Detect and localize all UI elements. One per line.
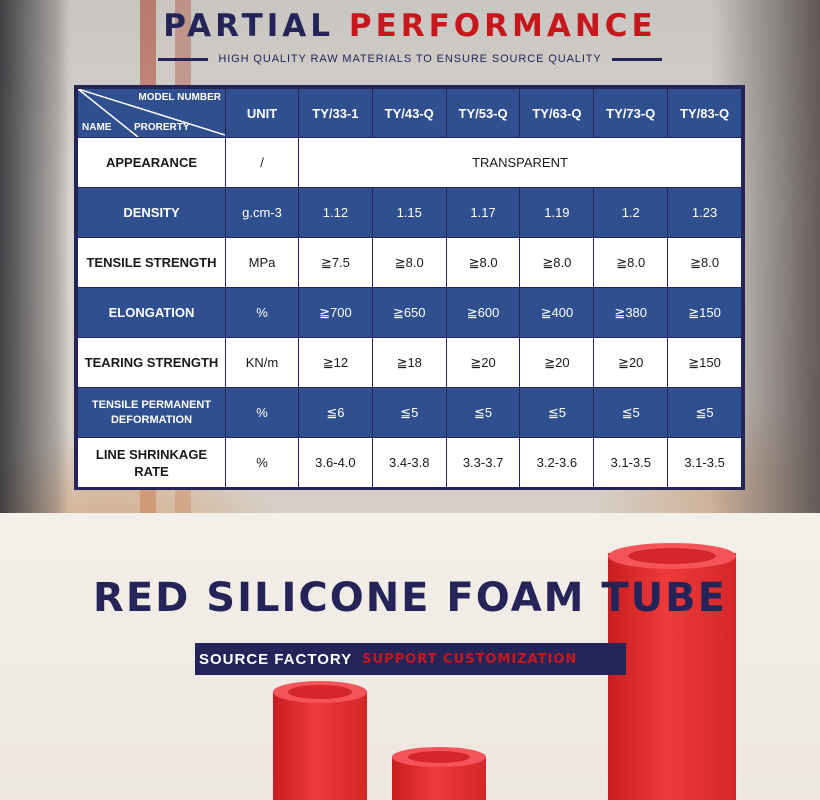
row-unit: g.cm-3 — [226, 188, 298, 237]
row-name: LINE SHRINKAGE RATE — [78, 438, 225, 487]
table-cell: 3.1-3.5 — [594, 438, 668, 487]
row-name: APPEARANCE — [78, 138, 225, 187]
table-cell: ≦5 — [668, 388, 741, 437]
table-row-appearance: APPEARANCE / TRANSPARENT — [78, 138, 741, 187]
row-name-line-2: DEFORMATION — [110, 413, 193, 426]
table-cell: 3.6-4.0 — [299, 438, 372, 487]
subtitle-text: HIGH QUALITY RAW MATERIALS TO ENSURE SOU… — [218, 53, 602, 65]
performance-section: PARTIAL PERFORMANCE HIGH QUALITY RAW MAT… — [0, 0, 820, 513]
corner-name: NAME — [82, 122, 112, 133]
table-cell: ≦6 — [299, 388, 372, 437]
row-name: DENSITY — [78, 188, 225, 237]
table-cell: 1.17 — [446, 188, 520, 237]
model-header: TY/73-Q — [594, 89, 668, 137]
table-cell: 3.1-3.5 — [668, 438, 741, 487]
section-subtitle: HIGH QUALITY RAW MATERIALS TO ENSURE SOU… — [0, 52, 820, 66]
table-cell: ≧8.0 — [446, 238, 520, 287]
table-cell: ≧7.5 — [299, 238, 372, 287]
table-cell: ≧20 — [446, 338, 520, 387]
table-row-tensile-strength: TENSILE STRENGTH MPa ≧7.5 ≧8.0 ≧8.0 ≧8.0… — [78, 238, 741, 287]
table-cell: ≦5 — [446, 388, 520, 437]
table-row-elongation: ELONGATION % ≧700 ≧650 ≧600 ≧400 ≧380 ≧1… — [78, 288, 741, 337]
product-tagline: SOURCE FACTORY SUPPORT CUSTOMIZATION — [195, 643, 626, 675]
model-header: TY/53-Q — [446, 89, 520, 137]
row-name: ELONGATION — [78, 288, 225, 337]
table-row-line-shrinkage-rate: LINE SHRINKAGE RATE % 3.6-4.0 3.4-3.8 3.… — [78, 438, 741, 487]
row-unit: % — [226, 288, 298, 337]
row-unit: MPa — [226, 238, 298, 287]
table-cell: ≧8.0 — [668, 238, 741, 287]
table-row-tearing-strength: TEARING STRENGTH KN/m ≧12 ≧18 ≧20 ≧20 ≧2… — [78, 338, 741, 387]
table-cell: ≧8.0 — [594, 238, 668, 287]
tube-image-left — [273, 691, 367, 800]
table-cell: ≧18 — [372, 338, 446, 387]
corner-property: PRORERTY — [134, 122, 190, 133]
subtitle-bar-right — [611, 57, 662, 61]
row-name: TENSILE PERMANENT DEFORMATION — [78, 388, 225, 437]
table-cell: ≧400 — [520, 288, 594, 337]
table-cell: ≧8.0 — [372, 238, 446, 287]
corner-diagonal — [78, 89, 225, 137]
table-cell: ≧150 — [668, 288, 741, 337]
tube-image-tall-hole — [628, 548, 716, 564]
table-cell: ≧20 — [520, 338, 594, 387]
table-cell: ≧650 — [372, 288, 446, 337]
row-unit: KN/m — [226, 338, 298, 387]
table-cell: 3.4-3.8 — [372, 438, 446, 487]
section-title: PARTIAL PERFORMANCE — [0, 8, 820, 44]
table-cell: 1.23 — [668, 188, 741, 237]
table-cell: ≦5 — [594, 388, 668, 437]
row-unit: / — [226, 138, 298, 187]
background-machine-left — [0, 0, 70, 513]
model-header: TY/83-Q — [668, 89, 741, 137]
table-cell: 3.2-3.6 — [520, 438, 594, 487]
table-row-tensile-permanent-deformation: TENSILE PERMANENT DEFORMATION % ≦6 ≦5 ≦5… — [78, 388, 741, 437]
row-name-line-2: RATE — [134, 463, 169, 479]
product-section: RED SILICONE FOAM TUBE SOURCE FACTORY SU… — [0, 513, 820, 800]
tag-source-factory: SOURCE FACTORY — [199, 650, 353, 668]
table-cell: ≧380 — [594, 288, 668, 337]
tube-image-left-hole — [288, 685, 352, 699]
corner-model-number: MODEL NUMBER — [138, 92, 221, 103]
table-cell: ≧150 — [668, 338, 741, 387]
title-part-2: PERFORMANCE — [348, 8, 657, 44]
row-name-line-1: LINE SHRINKAGE — [95, 446, 208, 462]
tube-image-tall — [608, 553, 736, 800]
tag-support-customization: SUPPORT CUSTOMIZATION — [362, 651, 578, 667]
title-part-1: PARTIAL — [163, 8, 335, 44]
model-header: TY/43-Q — [372, 89, 446, 137]
row-unit: % — [226, 388, 298, 437]
table-cell: ≧700 — [299, 288, 372, 337]
model-header: TY/63-Q — [520, 89, 594, 137]
performance-table: MODEL NUMBER NAME PRORERTY UNIT TY/33-1 … — [74, 85, 745, 490]
product-title: RED SILICONE FOAM TUBE — [93, 575, 727, 621]
table-cell: ≦5 — [372, 388, 446, 437]
unit-header: UNIT — [226, 89, 298, 137]
table-cell: ≧8.0 — [520, 238, 594, 287]
table-corner-cell: MODEL NUMBER NAME PRORERTY — [78, 89, 225, 137]
table-cell: ≦5 — [520, 388, 594, 437]
subtitle-bar-left — [158, 57, 209, 61]
table-cell: 1.19 — [520, 188, 594, 237]
tube-image-middle-hole — [408, 751, 470, 763]
table-cell: 1.15 — [372, 188, 446, 237]
table-cell: 1.12 — [299, 188, 372, 237]
table-header-row: MODEL NUMBER NAME PRORERTY UNIT TY/33-1 … — [78, 89, 741, 137]
table-cell: 1.2 — [594, 188, 668, 237]
row-name-line-1: TENSILE PERMANENT — [91, 398, 212, 411]
table-cell: 3.3-3.7 — [446, 438, 520, 487]
row-name: TENSILE STRENGTH — [78, 238, 225, 287]
table-cell: ≧20 — [594, 338, 668, 387]
row-name: TEARING STRENGTH — [78, 338, 225, 387]
model-header: TY/33-1 — [299, 89, 372, 137]
row-unit: % — [226, 438, 298, 487]
table-row-density: DENSITY g.cm-3 1.12 1.15 1.17 1.19 1.2 1… — [78, 188, 741, 237]
table-cell: ≧12 — [299, 338, 372, 387]
appearance-value: TRANSPARENT — [299, 138, 741, 187]
table-cell: ≧600 — [446, 288, 520, 337]
